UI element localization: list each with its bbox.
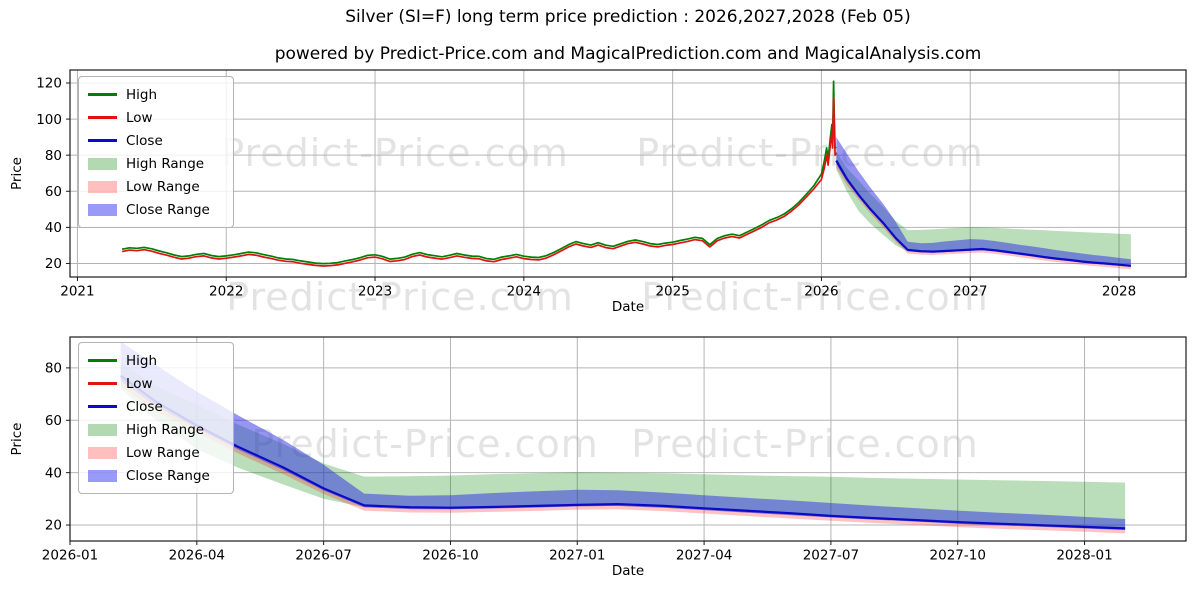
legend-line-swatch [88,405,117,408]
legend-patch-swatch [88,203,117,216]
axis-tick-labels: 2026-01 2026-04 2026-07 2026-10 2027-01 2027-… [42,361,1113,564]
high-range-band [120,362,1126,530]
y-tick-label: 100 [36,112,62,128]
legend-item-high: High [88,83,224,106]
watermark: Predict-Price.com [636,131,984,175]
watermark: Predict-Price.com [641,275,989,319]
legend-label: High [126,352,158,369]
axis-tick-labels: 2021 2022 2023 2024 2025 2026 2027 2028 20 40 60 80… [36,76,1136,300]
plot-border [69,336,1187,542]
plot-area [120,341,1126,534]
legend-item-high: High [88,349,224,372]
x-tick-label: 2027-04 [676,548,732,564]
legend-label: Close Range [126,201,210,218]
legend-patch-swatch [88,157,117,170]
legend-patch-swatch [88,180,117,193]
axis-ticks [66,367,1086,545]
x-tick-label: 2028-01 [1056,548,1112,564]
page-subtitle: powered by Predict-Price.com and Magical… [274,44,982,64]
legend-top-chart: High Low Close High Range Low Range Close Ran… [78,76,234,228]
x-axis-label: Date [612,299,644,315]
legend-patch-swatch [88,469,117,482]
chart-forecast-detail: 2026-01 2026-04 2026-07 2026-10 2027-01 2027-… [9,336,1187,579]
y-axis-label: Price [9,157,25,190]
legend-patch-swatch [88,423,117,436]
legend-label: Close Range [126,467,210,484]
legend-item-close: Close [88,395,224,418]
x-tick-label: 2026-04 [169,548,225,564]
plot-area [121,80,1132,270]
axis-ticks [66,82,1120,281]
x-tick-label: 2027-07 [803,548,859,564]
x-tick-label: 2026-10 [422,548,478,564]
close-range-band [120,341,1126,530]
legend-item-low: Low [88,372,224,395]
x-tick-label: 2027-10 [930,548,986,564]
x-tick-label: 2024 [507,284,541,300]
y-tick-label: 80 [45,361,62,377]
legend-item-close-range: Close Range [88,464,224,487]
x-tick-label: 2027 [953,284,987,300]
legend-item-low-range: Low Range [88,175,224,198]
legend-line-swatch [88,93,117,96]
legend-item-low: Low [88,106,224,129]
legend-item-high-range: High Range [88,152,224,175]
legend-patch-swatch [88,446,117,459]
legend-label: High Range [126,155,205,172]
chart-main-history-and-forecast: 2021 2022 2023 2024 2025 2026 2027 2028 20 40 60 80… [9,69,1187,315]
close-forecast-line [120,374,1126,530]
watermark: Predict-Price.com [631,422,979,466]
legend-line-swatch [88,116,117,119]
legend-item-low-range: Low Range [88,441,224,464]
legend-item-close-range: Close Range [88,198,224,221]
legend-label: Close [126,132,163,149]
legend-label: High Range [126,421,205,438]
gridlines [69,337,1186,541]
x-tick-label: 2025 [655,284,689,300]
y-tick-label: 80 [45,148,62,164]
legend-label: Low [126,375,153,392]
x-tick-label: 2026-07 [295,548,351,564]
x-tick-label: 2021 [60,284,94,300]
y-tick-label: 60 [45,184,62,200]
legend-item-close: Close [88,129,224,152]
y-tick-label: 20 [45,256,62,272]
x-tick-label: 2022 [209,284,243,300]
legend-line-swatch [88,382,117,385]
x-tick-label: 2023 [358,284,392,300]
page-title: Silver (SI=F) long term price prediction… [345,7,911,27]
x-tick-label: 2026-01 [42,548,98,564]
low-history-line [121,96,838,267]
x-tick-label: 2026 [804,284,838,300]
legend-label: Close [126,398,163,415]
watermark: Predict-Price.com [221,131,569,175]
y-axis-label: Price [9,423,25,456]
legend-label: Low Range [126,178,200,195]
legend-line-swatch [88,359,117,362]
x-axis-label: Date [612,563,644,579]
legend-line-swatch [88,139,117,142]
legend-item-high-range: High Range [88,418,224,441]
close-range-band [836,137,1131,267]
high-range-band [836,151,1131,267]
plot-border [69,69,1187,278]
x-tick-label: 2027-01 [549,548,605,564]
watermark: Predict-Price.com [226,275,574,319]
y-tick-label: 60 [45,413,62,429]
y-tick-label: 40 [45,465,62,481]
y-tick-label: 40 [45,220,62,236]
legend-label: Low Range [126,444,200,461]
legend-label: Low [126,109,153,126]
legend-label: High [126,86,158,103]
close-forecast-line [835,160,1132,267]
x-tick-label: 2028 [1102,284,1136,300]
high-history-line [121,80,837,265]
y-tick-label: 20 [45,518,62,534]
legend-bottom-chart: High Low Close High Range Low Range Close Ran… [78,342,234,494]
y-tick-label: 120 [36,76,62,92]
